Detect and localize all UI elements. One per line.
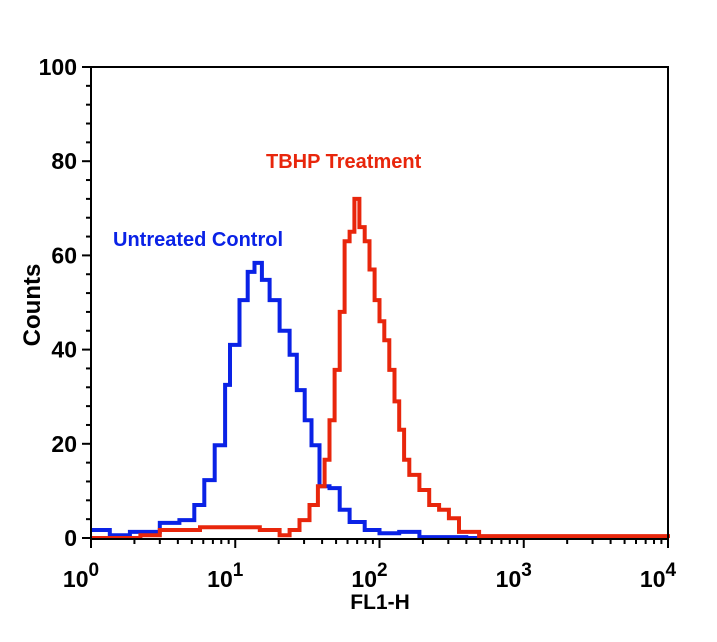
x-tick-base: 10 bbox=[351, 566, 377, 592]
annotation-tbhp-treatment: TBHP Treatment bbox=[266, 151, 422, 173]
x-tick-exponent: 4 bbox=[666, 560, 677, 581]
x-tick-base: 10 bbox=[63, 566, 89, 592]
x-axis-label: FL1-H bbox=[350, 591, 410, 614]
x-tick-label: 103 bbox=[496, 560, 532, 592]
series-line-tbhp-treatment bbox=[91, 196, 670, 540]
x-tick-base: 10 bbox=[496, 566, 522, 592]
y-tick-label: 60 bbox=[51, 242, 77, 268]
y-tick-label: 0 bbox=[64, 525, 77, 551]
y-tick-label: 80 bbox=[51, 148, 77, 174]
x-tick-base: 10 bbox=[640, 566, 666, 592]
x-tick-label: 102 bbox=[351, 560, 387, 592]
y-tick-label: 20 bbox=[51, 431, 77, 457]
x-tick-exponent: 2 bbox=[377, 560, 388, 581]
x-tick-label: 100 bbox=[63, 560, 99, 592]
x-tick-base: 10 bbox=[207, 566, 233, 592]
series-line-untreated-control bbox=[91, 260, 668, 540]
y-tick-label: 100 bbox=[39, 54, 77, 80]
x-tick-exponent: 0 bbox=[89, 560, 100, 581]
y-tick-label: 40 bbox=[51, 337, 77, 363]
x-tick-label: 101 bbox=[207, 560, 244, 592]
x-tick-exponent: 1 bbox=[233, 560, 244, 581]
annotation-untreated-control: Untreated Control bbox=[113, 229, 283, 251]
x-tick-exponent: 3 bbox=[521, 560, 532, 581]
x-tick-label: 104 bbox=[640, 560, 677, 592]
series-layer bbox=[91, 196, 670, 540]
y-axis-label: Counts bbox=[19, 264, 46, 347]
